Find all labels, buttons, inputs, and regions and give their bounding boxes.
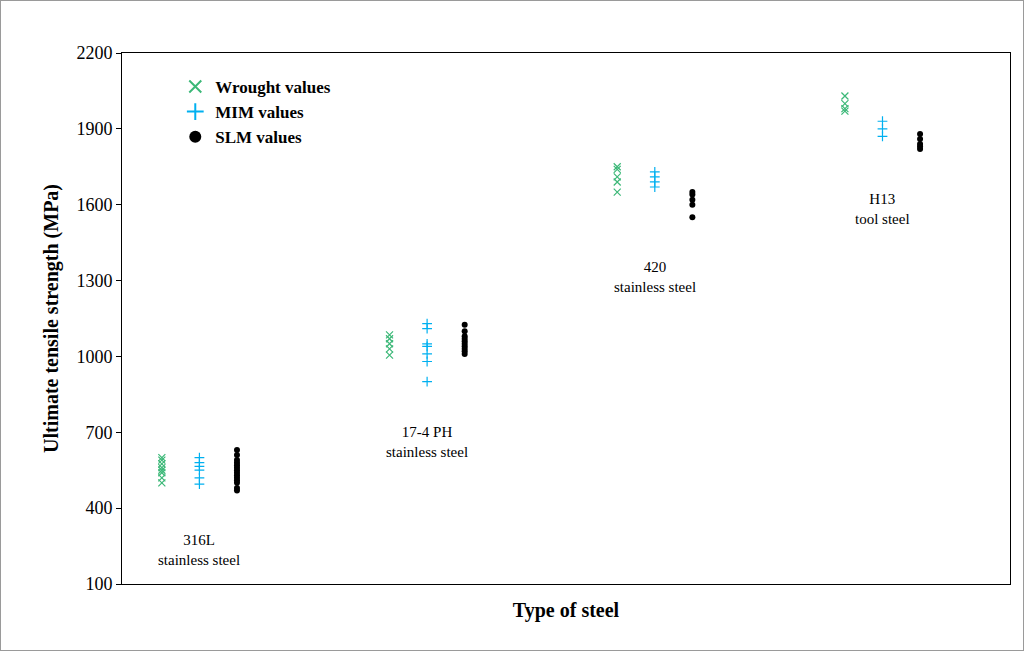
svg-text:1300: 1300	[76, 271, 112, 291]
svg-text:100: 100	[85, 574, 112, 594]
svg-text:316Lstainless steel: 316Lstainless steel	[158, 532, 240, 568]
svg-text:H13tool steel: H13tool steel	[855, 191, 910, 227]
svg-text:Wrought values: Wrought values	[215, 78, 330, 97]
svg-text:Ultimate tensile strength (MPa: Ultimate tensile strength (MPa)	[40, 184, 63, 453]
svg-text:1900: 1900	[76, 119, 112, 139]
svg-text:1000: 1000	[76, 347, 112, 367]
svg-text:2200: 2200	[76, 43, 112, 63]
svg-text:1600: 1600	[76, 195, 112, 215]
svg-text:Type of steel: Type of steel	[513, 599, 620, 622]
svg-text:MIM values: MIM values	[215, 103, 304, 122]
svg-text:400: 400	[85, 498, 112, 518]
svg-text:17-4 PHstainless steel: 17-4 PHstainless steel	[386, 424, 468, 460]
svg-text:SLM values: SLM values	[215, 128, 302, 147]
svg-text:700: 700	[85, 423, 112, 443]
svg-text:420stainless steel: 420stainless steel	[614, 259, 696, 295]
